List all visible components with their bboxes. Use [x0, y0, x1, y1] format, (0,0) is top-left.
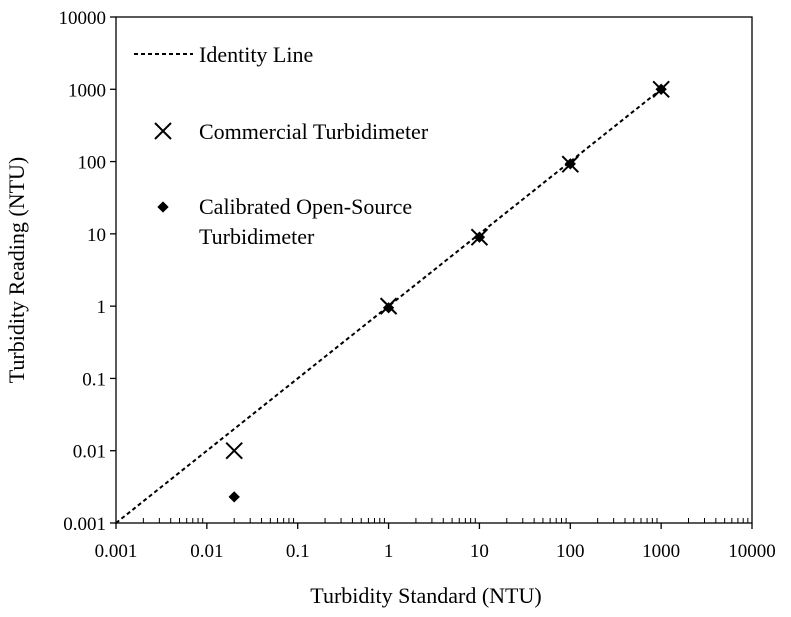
- x-axis-title: Turbidity Standard (NTU): [310, 583, 541, 608]
- x-tick-label: 1000: [642, 541, 680, 562]
- calibrated-point: [473, 231, 486, 243]
- x-tick-label: 10000: [728, 541, 776, 562]
- calibrated-point: [564, 158, 576, 170]
- y-axis-title: Turbidity Reading (NTU): [4, 157, 29, 384]
- y-tick-label: 10: [87, 225, 106, 246]
- calibrated-point: [228, 491, 240, 503]
- legend-calibrated-label: Calibrated Open-Source: [199, 194, 412, 219]
- plot-area-border: [115, 16, 753, 524]
- y-tick-label: 10000: [59, 8, 107, 29]
- x-tick-label: 0.01: [190, 541, 223, 562]
- y-tick-label: 1: [97, 297, 107, 318]
- minor-ticks: [142, 518, 749, 523]
- x-tick-label: 0.1: [286, 541, 310, 562]
- y-tick-label: 0.001: [63, 514, 106, 535]
- y-tick-label: 100: [78, 153, 107, 174]
- calibrated-point: [382, 302, 395, 314]
- x-tick-label: 1: [384, 541, 394, 562]
- x-tick-label: 10: [470, 541, 489, 562]
- legend: Identity Line Commercial Turbidimeter Ca…: [134, 42, 429, 249]
- legend-calibrated-label-line2: Turbidimeter: [199, 224, 315, 249]
- legend-commercial-label: Commercial Turbidimeter: [199, 119, 429, 144]
- y-tick-labels: 0.001 0.01 0.1 1 10 100 1000 10000: [59, 8, 107, 535]
- y-tick-label: 1000: [68, 80, 106, 101]
- y-tick-label: 0.01: [73, 442, 106, 463]
- legend-identity-label: Identity Line: [199, 42, 313, 67]
- x-tick-label: 0.001: [95, 541, 138, 562]
- commercial-point: [225, 442, 243, 460]
- calibrated-series: [228, 83, 667, 503]
- y-tick-label: 0.1: [82, 369, 106, 390]
- legend-diamond-marker-icon: [157, 201, 169, 213]
- major-ticks: [110, 16, 753, 529]
- legend-x-marker-icon: [154, 122, 172, 140]
- x-tick-labels: 0.001 0.01 0.1 1 10 100 1000 10000: [95, 541, 776, 562]
- x-tick-label: 100: [556, 541, 585, 562]
